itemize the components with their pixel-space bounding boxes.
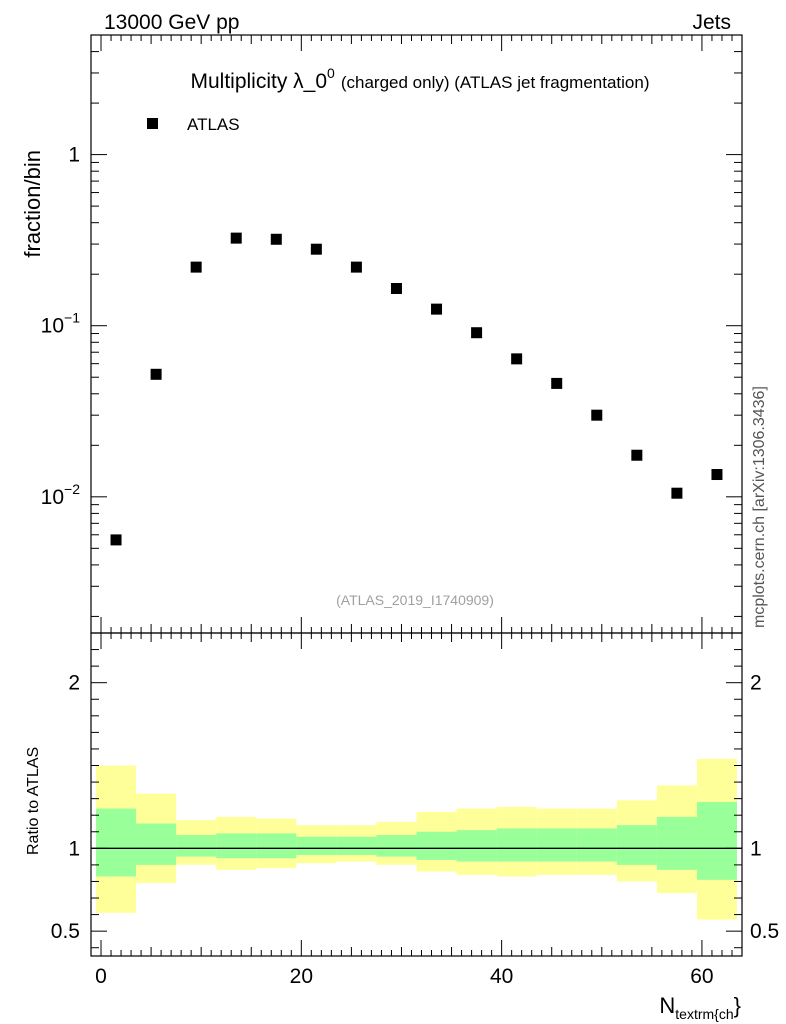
data-point [110,534,122,546]
stat-band-bin [496,828,537,862]
x-axis-label-tail: } [734,993,741,1018]
data-point [511,353,523,365]
stat-band-bin [416,831,457,860]
x-axis-label-subscript: textrm{ch [675,1006,733,1022]
ratio-y-tick-label: 0.5 [51,920,80,943]
ratio-y-tick-label: 2 [68,672,80,695]
y-tick-label-exponent: −2 [64,481,80,497]
data-point [431,303,443,315]
y-tick-label-base: 10 [41,315,64,338]
data-point [591,409,603,421]
ratio-axis-ticks: 0 20 40 60 0.5 0.5 1 1 2 2 [51,633,779,988]
y-tick-label: 1 [68,144,80,167]
main-title-text: Multiplicity λ_0 [191,70,328,93]
y-tick-label-exponent: −1 [64,310,80,326]
stat-band-bin [376,835,417,857]
x-axis-label: Ntextrm{ch} [659,993,741,1022]
stat-band-bin [616,825,657,865]
y-tick-label: 10−2 [41,481,81,509]
ratio-y-axis-label: Ratio to ATLAS [25,747,42,855]
data-point [551,377,563,389]
stat-band-bin [256,833,297,859]
main-title-superscript: 0 [327,65,335,81]
header-process-label: Jets [692,11,731,34]
y-tick-label: 10−1 [41,310,81,338]
stat-band-bin [456,830,497,862]
stat-band-bin [96,808,137,877]
data-point [310,243,322,255]
main-panel: 110−110−2 Multiplicity λ_00 (charged only… [20,34,743,634]
data-point [350,261,362,273]
stat-band-bin [176,835,217,857]
ratio-y-tick-label-right: 2 [750,672,762,695]
data-point [190,261,202,273]
data-point [390,282,402,294]
stat-band-bin [216,833,257,859]
ratio-y-tick-label: 1 [68,837,80,860]
x-axis-label-main: N [659,993,675,1018]
x-tick-label: 60 [690,965,713,988]
header-energy-label: 13000 GeV pp [104,11,239,34]
data-point [150,368,162,380]
analysis-watermark: (ATLAS_2019_I1740909) [336,592,494,608]
y-tick-label-base: 10 [41,486,64,509]
data-point [471,327,483,339]
ratio-y-tick-label-right: 1 [750,837,762,860]
data-point [270,233,282,245]
x-tick-label: 20 [290,965,313,988]
stat-band-bin [656,816,697,870]
ratio-y-tick-label-right: 0.5 [750,920,779,943]
legend-label: ATLAS [187,115,240,134]
y-tick-label-base: 1 [68,144,80,167]
stat-band-bin [136,823,177,865]
legend-marker-square [147,118,158,129]
stat-band-bin [576,828,617,862]
stat-band-bin [696,801,737,880]
data-point [631,449,643,461]
ratio-data-layer [91,758,742,920]
main-y-axis-label: fraction/bin [20,150,45,258]
data-point [230,232,242,244]
stat-band-bin [536,828,577,862]
x-tick-label: 40 [490,965,513,988]
main-title-suffix: (charged only) (ATLAS jet fragmentation) [341,73,650,92]
stat-band-bin [296,836,337,855]
main-axis-ticks: 110−110−2 [41,34,742,633]
data-point [671,487,683,499]
main-title: Multiplicity λ_00 (charged only) (ATLAS j… [191,65,650,93]
side-credit-label: mcplots.cern.ch [arXiv:1306.3436] [751,386,768,628]
ratio-panel: 0 20 40 60 0.5 0.5 1 1 2 2 Ratio to ATLAS Ntextrm… [25,632,779,1022]
data-point [711,469,723,481]
x-tick-label: 0 [95,965,107,988]
stat-band-bin [336,836,377,855]
ratio-frame [90,632,743,957]
main-data-layer [110,232,723,546]
